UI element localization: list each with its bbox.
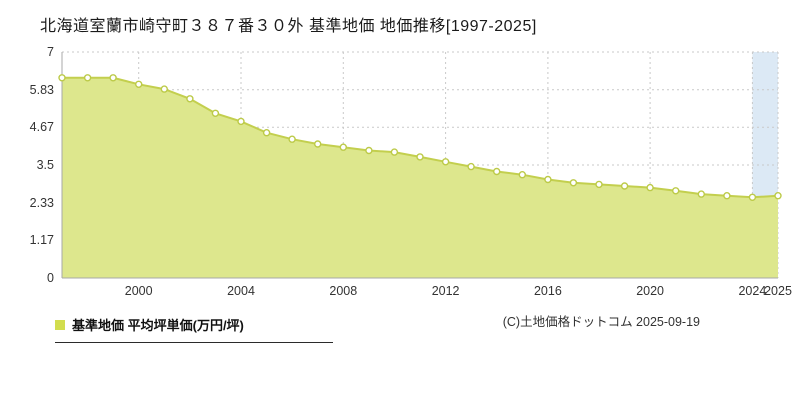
svg-text:2004: 2004 — [227, 284, 255, 298]
svg-text:2024: 2024 — [738, 284, 766, 298]
svg-text:7: 7 — [47, 45, 54, 59]
svg-text:4.67: 4.67 — [30, 120, 54, 134]
svg-text:0: 0 — [47, 271, 54, 285]
legend-label: 基準地価 平均坪単価(万円/坪) — [72, 318, 244, 333]
svg-text:2.33: 2.33 — [30, 196, 54, 210]
legend-marker — [55, 319, 65, 330]
svg-text:1.17: 1.17 — [30, 233, 54, 247]
legend: 基準地価 平均坪単価(万円/坪) — [55, 315, 333, 343]
copyright-text: (C)土地価格ドットコム 2025-09-19 — [502, 315, 700, 329]
svg-text:2012: 2012 — [432, 284, 460, 298]
svg-text:2008: 2008 — [329, 284, 357, 298]
svg-text:3.5: 3.5 — [37, 158, 54, 172]
svg-text:2016: 2016 — [534, 284, 562, 298]
svg-text:2020: 2020 — [636, 284, 664, 298]
svg-text:5.83: 5.83 — [30, 83, 54, 97]
page-title: 北海道室蘭市崎守町３８７番３０外 基準地価 地価推移[1997-2025] — [40, 18, 537, 35]
svg-text:2000: 2000 — [125, 284, 153, 298]
svg-text:2025: 2025 — [764, 284, 792, 298]
